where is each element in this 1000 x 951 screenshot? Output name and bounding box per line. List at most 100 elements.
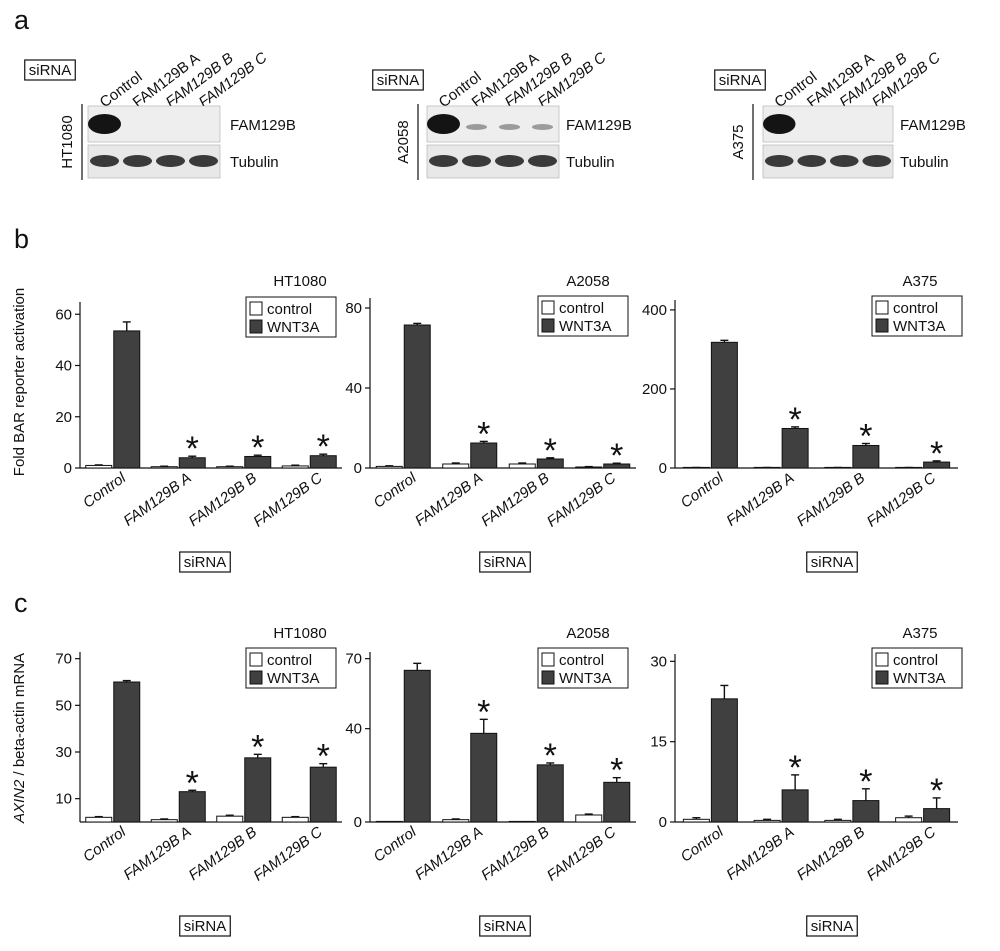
chart-sirna-label-text: siRNA (184, 554, 227, 571)
bar-control (575, 814, 603, 823)
significance-asterisk: * (789, 401, 802, 439)
bar-wnt3a (403, 669, 431, 823)
y-tick-label: 40 (345, 380, 362, 397)
bar-wnt3a (470, 732, 498, 823)
category-label: FAM129B C (544, 469, 619, 530)
significance-asterisk: * (930, 772, 943, 810)
bar-wnt3a (536, 764, 564, 823)
y-tick-label: 20 (55, 409, 72, 426)
y-tick-label: 0 (659, 814, 667, 831)
category-label: FAM129B B (186, 469, 261, 530)
legend-label: control (893, 300, 938, 317)
chart-title: HT1080 (273, 625, 326, 642)
chart-sirna-label-border (806, 915, 858, 937)
bar-wnt3a (178, 791, 206, 823)
legend-swatch-control (875, 652, 889, 667)
bar-control (150, 466, 178, 469)
blot-cell-line-label: HT1080 (59, 115, 76, 168)
bar-wnt3a (244, 757, 272, 823)
legend-label: WNT3A (893, 318, 946, 335)
blot-row-label: Tubulin (230, 154, 279, 171)
legend-swatch-wnt3a (541, 670, 555, 685)
bar-control (508, 463, 536, 469)
category-label: FAM129B C (544, 823, 619, 884)
category-label: FAM129B A (412, 469, 486, 529)
legend-swatch-wnt3a (249, 670, 263, 685)
legend-swatch-wnt3a (875, 670, 889, 685)
significance-asterisk: * (930, 435, 943, 473)
legend-label: WNT3A (267, 319, 320, 336)
legend-label: control (559, 300, 604, 317)
category-label: Control (370, 469, 420, 512)
y-tick-label: 0 (659, 460, 667, 477)
chart-sirna-label-border (179, 551, 231, 573)
bar-wnt3a (781, 789, 809, 823)
blot-band-tubulin (188, 155, 219, 167)
significance-asterisk: * (544, 432, 557, 470)
chart-title: HT1080 (273, 273, 326, 290)
bar-control (216, 466, 244, 469)
category-label: FAM129B A (121, 823, 195, 883)
panel-letter-a: a (14, 5, 30, 35)
bar-control (281, 465, 309, 469)
significance-asterisk: * (317, 738, 330, 776)
chart-title: A375 (902, 273, 937, 290)
legend-swatch-wnt3a (875, 318, 889, 333)
blot-band-tubulin (829, 155, 859, 167)
y-tick-label: 80 (345, 300, 362, 317)
significance-asterisk: * (477, 693, 490, 731)
chart-title: A375 (902, 625, 937, 642)
blot-sirna-label: siRNA (372, 69, 424, 91)
blot-band-control (88, 114, 121, 134)
blot-row-label: FAM129B (900, 117, 966, 134)
category-label: FAM129B C (250, 823, 325, 884)
y-tick-label: 400 (642, 302, 667, 319)
y-tick-label: 60 (55, 306, 72, 323)
blot-sirna-label: siRNA (714, 69, 766, 91)
chart-sirna-label: siRNA (479, 915, 531, 937)
bar-wnt3a (710, 698, 738, 823)
blot-band-faint (498, 124, 521, 130)
blot-band-tubulin (89, 155, 120, 167)
blot-band-tubulin (155, 155, 186, 167)
significance-asterisk: * (610, 437, 623, 475)
category-label: FAM129B A (412, 823, 486, 883)
significance-asterisk: * (317, 428, 330, 466)
chart-sirna-label-border (479, 915, 531, 937)
blot-band-faint (531, 124, 554, 130)
significance-asterisk: * (186, 430, 199, 468)
blot-band-tubulin (461, 155, 492, 167)
bar-wnt3a (113, 330, 141, 469)
chart-sirna-label-text: siRNA (484, 918, 527, 935)
legend-swatch-wnt3a (249, 319, 263, 334)
bar-wnt3a (781, 427, 809, 469)
y-axis-title-b: Fold BAR reporter activation (11, 288, 28, 476)
category-label: FAM129B B (794, 823, 869, 884)
legend-label: control (267, 652, 312, 669)
blot-sirna-label-border (372, 69, 424, 91)
panel-letter-c: c (14, 588, 28, 618)
bar-wnt3a (852, 800, 880, 823)
blot-row-label: Tubulin (566, 154, 615, 171)
chart-c-a2058: 0 40 70 Control * FAM129B A * FAM129B B * FAM129B… (345, 625, 636, 937)
blot-row-label: Tubulin (900, 154, 949, 171)
y-tick-label: 70 (345, 651, 362, 668)
bar-control (895, 817, 923, 823)
significance-asterisk: * (789, 749, 802, 787)
significance-asterisk: * (477, 415, 490, 453)
significance-asterisk: * (859, 763, 872, 801)
bar-control (442, 819, 470, 823)
y-tick-label: 0 (354, 814, 362, 831)
significance-asterisk: * (251, 429, 264, 467)
blot-band-tubulin (797, 155, 827, 167)
blot-band-faint (465, 124, 488, 130)
blot-sirna-label-text: siRNA (29, 62, 72, 79)
chart-sirna-label: siRNA (806, 915, 858, 937)
category-label: Control (370, 823, 420, 866)
bar-wnt3a (403, 324, 431, 469)
